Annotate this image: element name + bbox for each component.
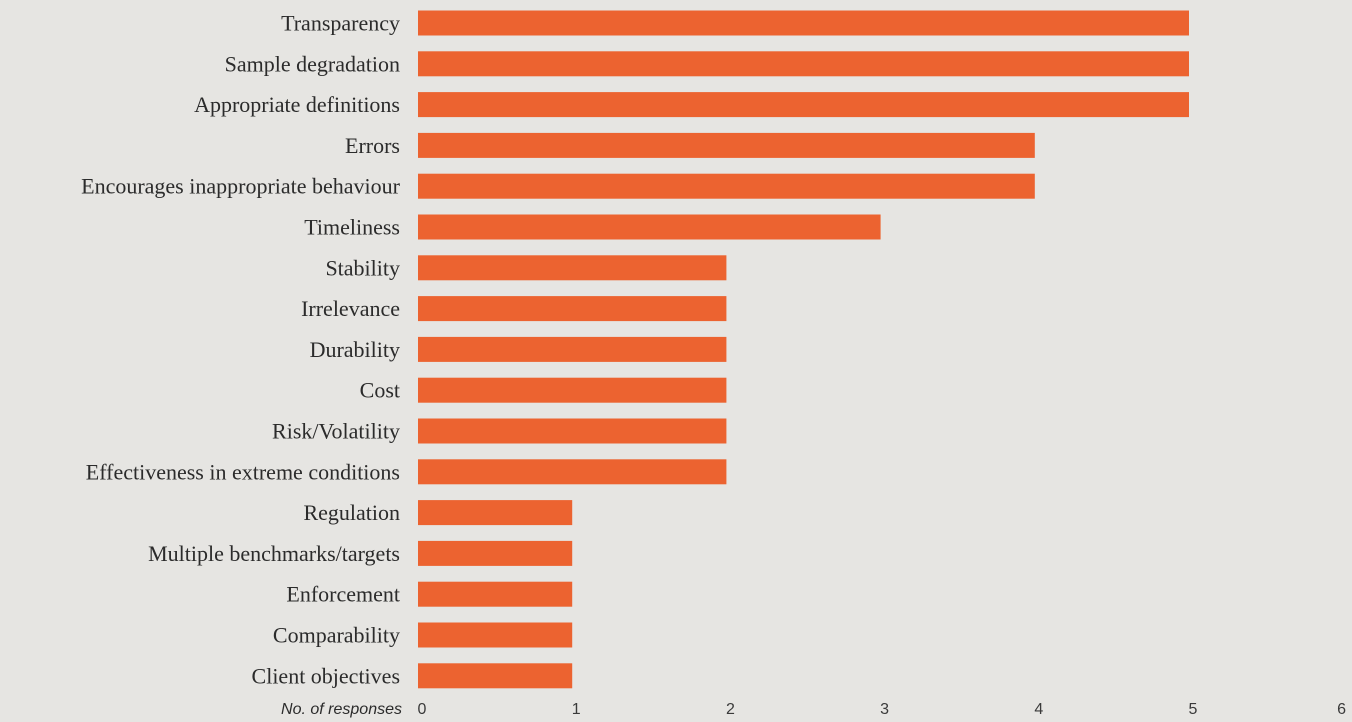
category-label: Regulation: [303, 500, 400, 525]
category-label: Stability: [325, 255, 400, 280]
bar: [418, 255, 727, 281]
bars-group: [418, 10, 1189, 689]
bar: [418, 214, 881, 240]
category-label: Transparency: [281, 11, 400, 36]
bar: [418, 377, 727, 403]
bar: [418, 500, 573, 526]
bar: [418, 540, 573, 566]
category-label: Appropriate definitions: [194, 92, 400, 117]
bar: [418, 622, 573, 648]
category-label: Errors: [345, 133, 400, 158]
category-label: Timeliness: [304, 215, 400, 240]
category-label: Multiple benchmarks/targets: [148, 541, 400, 566]
x-tick-label: 2: [726, 701, 735, 718]
x-axis-ticks: 0 1 2 3 4 5 6: [418, 701, 1347, 718]
x-tick-label: 1: [572, 701, 581, 718]
bar: [418, 10, 1189, 36]
category-label: Comparability: [273, 623, 400, 648]
category-label: Cost: [360, 378, 400, 403]
category-label: Risk/Volatility: [272, 419, 400, 444]
category-labels: Transparency Sample degradation Appropriat…: [81, 11, 401, 689]
x-tick-label: 0: [418, 701, 427, 718]
category-label: Client objectives: [252, 663, 400, 688]
bar: [418, 296, 727, 322]
bar: [418, 459, 727, 485]
bar: [418, 92, 1189, 118]
category-label: Encourages inappropriate behaviour: [81, 174, 401, 199]
bar: [418, 581, 573, 607]
bar: [418, 663, 573, 689]
category-label: Durability: [310, 337, 400, 362]
category-label: Irrelevance: [301, 296, 400, 321]
x-axis-title: No. of responses: [281, 701, 402, 718]
x-tick-label: 3: [880, 701, 889, 718]
category-label: Enforcement: [286, 582, 400, 607]
x-tick-label: 5: [1189, 701, 1198, 718]
x-tick-label: 6: [1337, 701, 1346, 718]
bar: [418, 418, 727, 444]
category-label: Sample degradation: [225, 51, 400, 76]
bar: [418, 173, 1035, 199]
bar: [418, 336, 727, 362]
bar: [418, 132, 1035, 158]
category-label: Effectiveness in extreme conditions: [86, 459, 400, 484]
bar: [418, 51, 1189, 77]
x-tick-label: 4: [1034, 701, 1043, 718]
